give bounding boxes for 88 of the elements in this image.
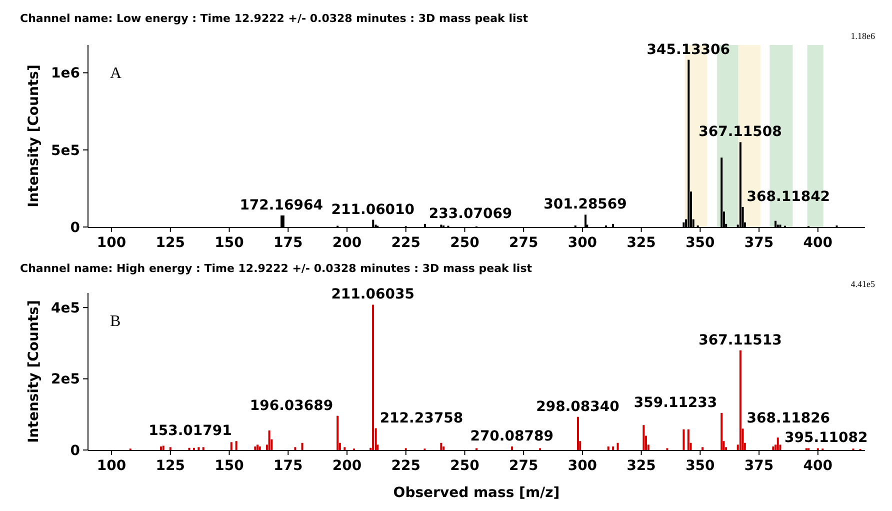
bar: [254, 446, 256, 450]
annotation: 359.11233: [634, 394, 718, 411]
x-tick-label: 175: [274, 458, 303, 474]
x-tick-label: 375: [744, 235, 774, 251]
bar: [162, 446, 164, 450]
bar: [616, 442, 619, 450]
y-tick-label: 5e5: [51, 142, 80, 159]
bar: [687, 429, 690, 450]
bar: [294, 447, 296, 450]
x-tick-label: 125: [156, 458, 186, 474]
bar: [682, 429, 685, 450]
bar: [235, 441, 238, 450]
text: 1.18e6: [850, 31, 876, 41]
x-tick-label: 125: [156, 235, 186, 251]
bar: [720, 412, 723, 450]
x-tick-label: 250: [450, 458, 480, 474]
x-tick-label: 350: [686, 458, 716, 474]
y-tick-label: 0: [70, 442, 80, 459]
x-tick-label: 100: [96, 235, 126, 251]
chart-title: Channel name: High energy : Time 12.9222 +/- 0.0328 minutes : 3D mass peak list: [20, 262, 532, 275]
annotation: B: [110, 313, 121, 330]
y-tick-label: 1e6: [51, 66, 80, 82]
bar: [256, 444, 259, 450]
x-tick-label: 325: [626, 458, 656, 474]
bar: [442, 446, 445, 450]
x-tick-label: 250: [450, 235, 480, 251]
x-tick-label: 375: [744, 458, 774, 474]
bar: [372, 304, 374, 450]
x-tick-label: 175: [274, 235, 303, 251]
bar: [344, 447, 346, 450]
bar: [739, 350, 742, 450]
x-tick-label: 400: [803, 235, 833, 251]
annotation: 212.23758: [380, 410, 464, 426]
x-tick-label: 200: [332, 235, 362, 251]
x-tick-label: 350: [686, 235, 716, 251]
bar: [576, 416, 579, 450]
x-axis-title: Observed mass [m/z]: [393, 485, 560, 501]
x-tick-label: 150: [214, 235, 244, 251]
annotation: 172.16964: [240, 197, 324, 214]
y-tick-label: 2e5: [51, 372, 80, 388]
annotation: 153.01791: [148, 423, 232, 440]
bar: [607, 446, 610, 450]
bar: [202, 447, 204, 450]
bar: [169, 447, 172, 450]
x-tick-label: 275: [508, 235, 538, 251]
annotation: 395.11082: [784, 430, 868, 446]
bar: [440, 442, 442, 450]
chart-title: Channel name: Low energy : Time 12.9222 +/- 0.0328 minutes : 3D mass peak list: [20, 12, 528, 25]
bar: [772, 446, 774, 450]
annotation: A: [110, 65, 122, 82]
bar: [301, 442, 304, 450]
bar: [160, 446, 162, 450]
y-axis-title: Intensity [Counts]: [26, 300, 42, 443]
x-tick-label: 150: [214, 458, 244, 474]
y-axis-title: Intensity [Counts]: [26, 64, 42, 208]
annotation: 298.08340: [536, 398, 620, 415]
x-tick-label: 225: [391, 458, 420, 474]
y-tick-label: 0: [70, 220, 80, 236]
bar: [258, 446, 261, 450]
bar: [776, 438, 779, 450]
bar: [612, 446, 614, 450]
x-tick-label: 300: [568, 235, 598, 251]
x-tick-label: 300: [568, 458, 598, 474]
annotation: 345.13306: [646, 42, 730, 58]
annotation: 233.07069: [428, 206, 512, 222]
text: 4.41e5: [850, 279, 876, 289]
annotation: 196.03689: [250, 398, 334, 414]
annotation: 368.11842: [746, 188, 830, 205]
annotation: 270.08789: [470, 428, 554, 444]
bar: [642, 425, 645, 450]
y-tick-label: 4e5: [51, 300, 80, 316]
x-tick-label: 400: [803, 458, 833, 474]
annotation: 211.06010: [331, 202, 415, 218]
bar: [230, 442, 232, 450]
x-tick-label: 275: [508, 458, 538, 474]
bar: [702, 447, 704, 450]
x-tick-label: 100: [96, 458, 126, 474]
annotation: 301.28569: [544, 196, 627, 213]
annotation: 367.11508: [698, 124, 782, 140]
annotation: 211.06035: [331, 286, 414, 303]
bar: [268, 430, 270, 450]
x-tick-label: 225: [391, 235, 420, 251]
annotation: 367.11513: [698, 332, 782, 348]
bar: [336, 416, 339, 450]
x-tick-label: 200: [332, 458, 362, 474]
x-tick-label: 325: [626, 235, 656, 251]
bar: [198, 447, 200, 450]
annotation: 368.11826: [746, 410, 830, 427]
